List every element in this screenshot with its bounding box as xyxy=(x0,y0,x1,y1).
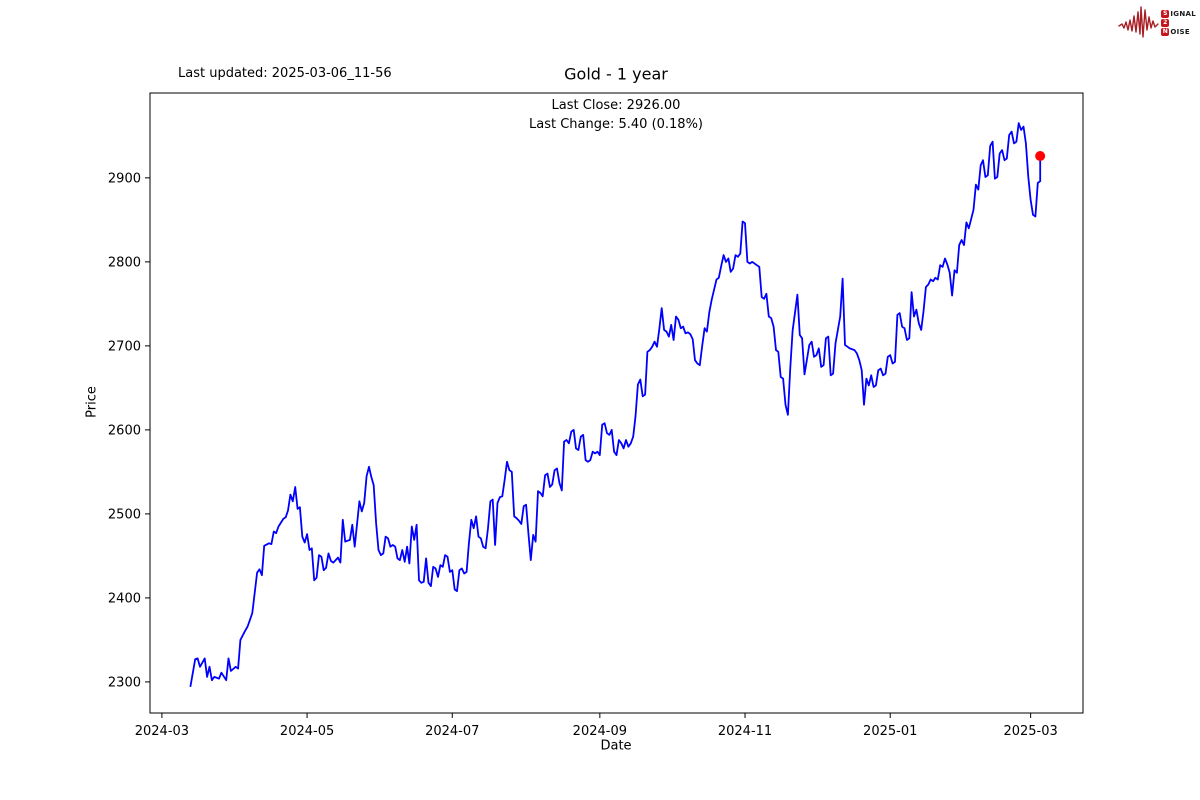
brand-row-signal: S IGNAL xyxy=(1161,10,1196,18)
y-tick-label: 2300 xyxy=(108,675,141,690)
brand-box-s: S xyxy=(1161,10,1170,18)
last-close-label: Last Close: 2926.00 xyxy=(551,98,681,113)
last-updated-label: Last updated: 2025-03-06_11-56 xyxy=(178,66,392,81)
x-tick-label: 2024-03 xyxy=(135,724,189,739)
chart-title: Gold - 1 year xyxy=(564,64,668,84)
brand-row-noise: N OISE xyxy=(1161,28,1196,36)
price-line xyxy=(189,122,1042,687)
y-tick-label: 2600 xyxy=(108,423,141,438)
x-tick-label: 2024-07 xyxy=(425,724,479,739)
y-tick-label: 2800 xyxy=(108,255,141,270)
y-tick-label: 2700 xyxy=(108,339,141,354)
x-tick-label: 2025-03 xyxy=(1003,724,1057,739)
brand-text-ignal: IGNAL xyxy=(1170,10,1196,18)
brand-box-2: 2 xyxy=(1161,19,1170,27)
y-tick-label: 2400 xyxy=(108,591,141,606)
x-tick-label: 2024-05 xyxy=(280,724,334,739)
waveform-icon xyxy=(1118,6,1160,38)
brand-box-n: N xyxy=(1161,28,1170,36)
y-tick-label: 2500 xyxy=(108,507,141,522)
brand-logo-text: S IGNAL 2 N OISE xyxy=(1161,10,1196,36)
brand-row-2: 2 xyxy=(1161,19,1196,27)
chart-annotation: Last Close: 2926.00 Last Change: 5.40 (0… xyxy=(529,96,703,134)
brand-logo: S IGNAL 2 N OISE xyxy=(1118,4,1196,40)
x-tick-label: 2024-09 xyxy=(573,724,627,739)
x-axis-label: Date xyxy=(600,738,632,754)
brand-text-oise: OISE xyxy=(1170,28,1190,36)
plot-border xyxy=(149,92,1084,714)
last-price-marker xyxy=(1035,151,1046,162)
last-change-label: Last Change: 5.40 (0.18%) xyxy=(528,117,704,132)
x-tick-label: 2024-11 xyxy=(718,724,772,739)
x-tick-label: 2025-01 xyxy=(863,724,917,739)
y-tick-label: 2900 xyxy=(108,171,141,186)
